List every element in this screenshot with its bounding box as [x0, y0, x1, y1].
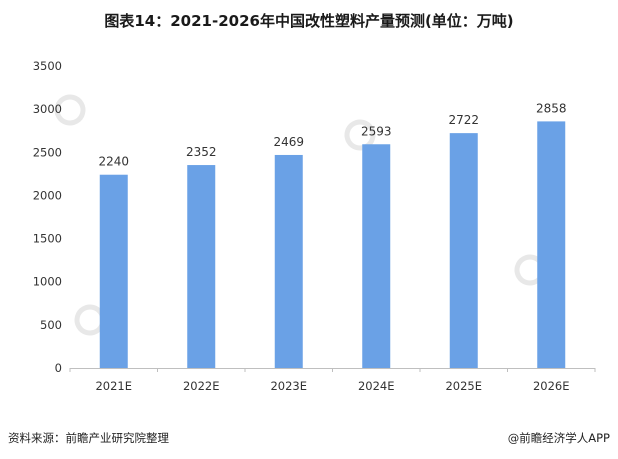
data-label-group: 2240 2352 2469 2593 2722 2858	[98, 101, 566, 168]
bar-series	[99, 121, 566, 368]
y-axis: 0 500 1000 1500 2000 2500 3000 3500	[33, 59, 62, 375]
data-label: 2240	[98, 155, 129, 169]
x-tick-label: 2025E	[445, 379, 482, 393]
y-tick-label: 1000	[33, 275, 62, 289]
y-tick-label: 2500	[33, 145, 62, 159]
data-label: 2352	[186, 145, 217, 159]
bar	[274, 154, 303, 368]
data-label: 2858	[536, 101, 567, 115]
bar	[449, 133, 478, 368]
x-tick-label: 2023E	[270, 379, 307, 393]
data-label: 2722	[448, 113, 479, 127]
y-tick-label: 2000	[33, 188, 62, 202]
watermark-logo-icon	[54, 94, 86, 126]
bar	[362, 144, 391, 368]
y-tick-label: 500	[40, 318, 62, 332]
bar	[99, 174, 128, 368]
bar	[537, 121, 566, 368]
chart-title: 图表14：2021-2026年中国改性塑料产量预测(单位：万吨)	[104, 12, 514, 30]
x-tick-label: 2026E	[533, 379, 570, 393]
y-tick-label: 1500	[33, 232, 62, 246]
x-tick-label: 2024E	[358, 379, 395, 393]
data-label: 2593	[361, 124, 392, 138]
credit-note: @前瞻经济学人APP	[507, 431, 610, 445]
x-axis: 2021E 2022E 2023E 2024E 2025E 2026E	[69, 368, 596, 393]
bar	[187, 165, 216, 368]
y-tick-label: 0	[55, 361, 62, 375]
x-tick-label: 2021E	[95, 379, 132, 393]
y-tick-label: 3000	[33, 102, 62, 116]
y-tick-label: 3500	[33, 59, 62, 73]
source-note: 资料来源：前瞻产业研究院整理	[8, 431, 169, 445]
data-label: 2469	[273, 135, 304, 149]
x-tick-label: 2022E	[183, 379, 220, 393]
